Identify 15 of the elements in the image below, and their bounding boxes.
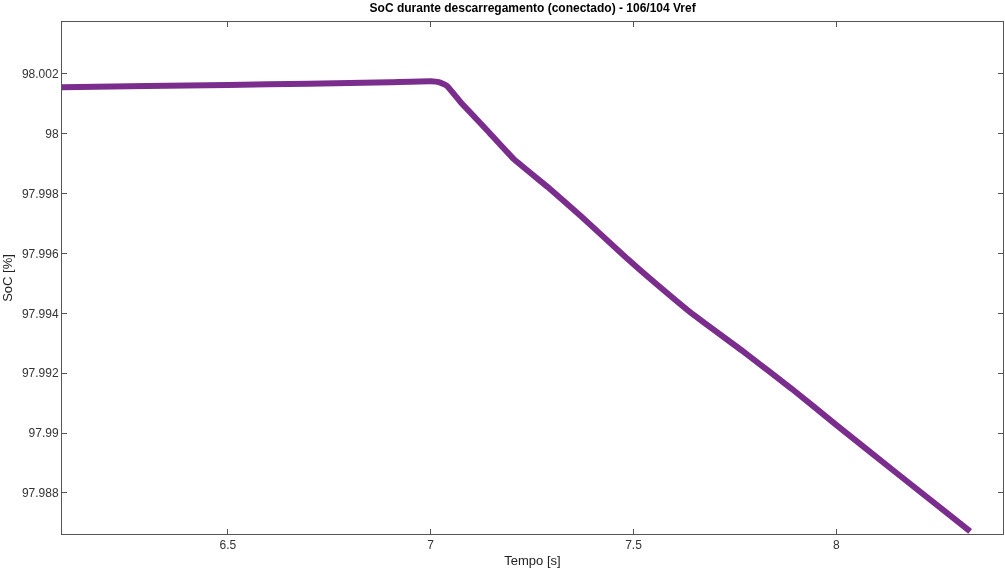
- y-tick-label: 98.002: [21, 67, 59, 81]
- chart-title: SoC durante descarregamento (conectado) - 106/104 Vref: [369, 1, 697, 16]
- y-tick-label: 97.996: [21, 246, 59, 261]
- y-tick-label: 97.988: [21, 486, 59, 501]
- x-tick-label: 6.5: [219, 538, 237, 553]
- x-tick-label: 7: [427, 538, 435, 553]
- y-axis-title: SoC [%]: [0, 254, 15, 302]
- y-tick-label: 97.99: [28, 426, 59, 441]
- x-tick-label: 7.5: [625, 538, 643, 553]
- y-tick-label: 97.998: [21, 186, 59, 201]
- y-tick-label: 98: [45, 126, 59, 141]
- x-axis-title: Tempo [s]: [504, 553, 561, 568]
- x-tick-label: 8: [832, 538, 840, 553]
- y-tick-label: 97.994: [21, 306, 59, 321]
- y-tick-label: 97.992: [21, 366, 59, 381]
